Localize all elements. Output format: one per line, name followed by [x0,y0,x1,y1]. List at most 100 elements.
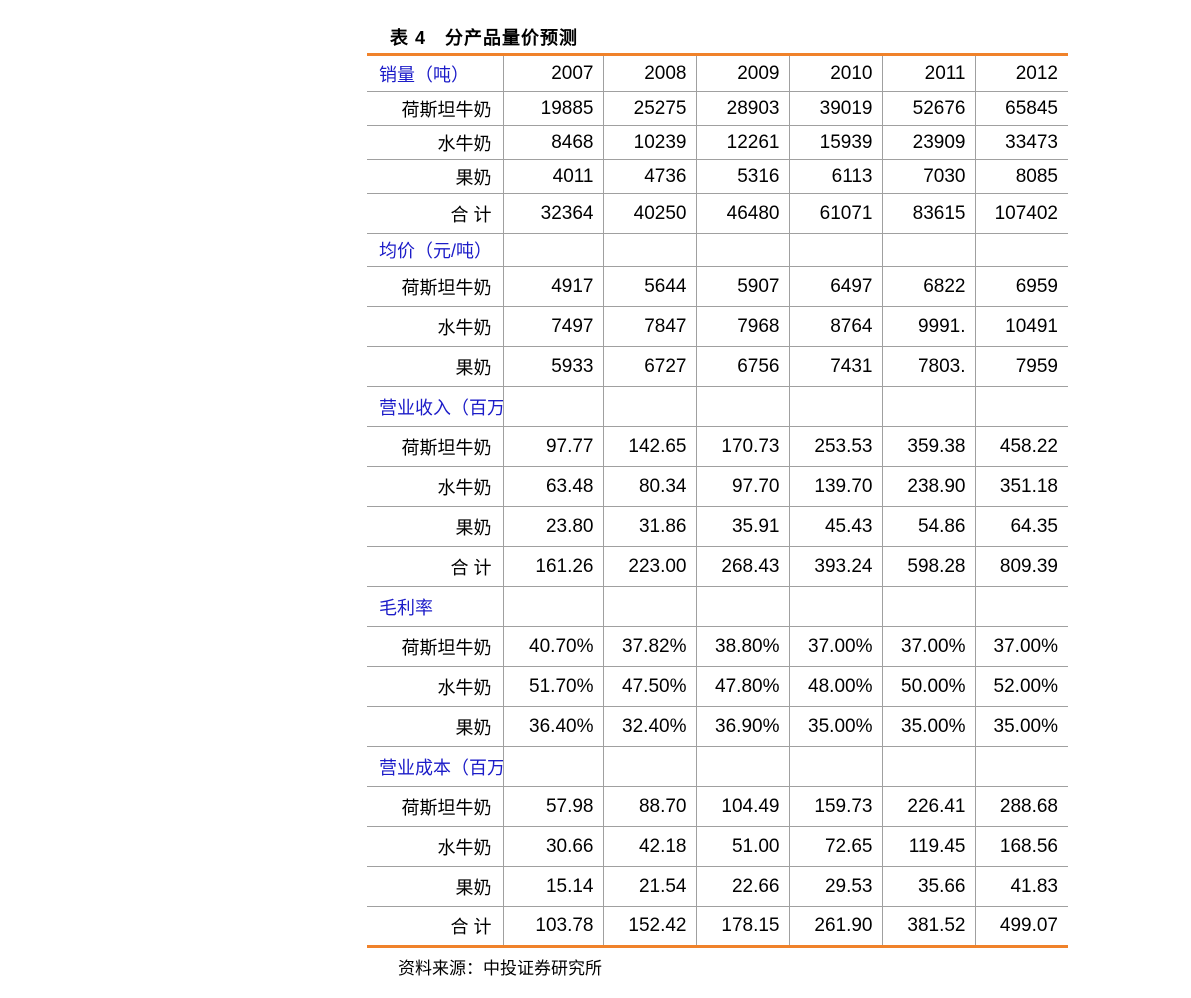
table-cell: 104.49 [695,786,790,827]
table-cell: 226.41 [881,786,976,827]
table-cell: 25275 [602,91,697,126]
table-cell: 28903 [695,91,790,126]
table-cell: 40.70% [502,626,604,667]
table-cell: 水牛奶 [367,826,504,867]
table-cell: 33473 [974,125,1068,160]
table-cell: 19885 [502,91,604,126]
data-row: 果奶 15.14 21.54 22.66 29.53 35.66 41.83 [367,866,1068,907]
table-cell: 35.91 [695,506,790,547]
table-cell: 61071 [788,193,883,234]
table-cell: 2012 [974,54,1068,92]
table-cell [502,586,604,627]
data-table: 销量（吨） 2007 2008 2009 2010 2011 2012 荷斯坦牛奶 19885 2… [367,53,1068,948]
table-cell [502,386,604,427]
data-row: 荷斯坦牛奶 40.70% 37.82% 38.80% 37.00% 37.00% 37.00… [367,626,1068,667]
table-cell: 10239 [602,125,697,160]
table-cell: 97.77 [502,426,604,467]
table-cell: 47.80% [695,666,790,707]
data-row: 水牛奶 7497 7847 7968 8764 9991. 10491 [367,306,1068,347]
table-cell: 83615 [881,193,976,234]
table-cell: 合 计 [367,546,504,587]
table-cell: 果奶 [367,506,504,547]
section-row: 营业成本（百万元） [367,746,1068,787]
header-row: 销量（吨） 2007 2008 2009 2010 2011 2012 [367,54,1068,92]
table-cell: 果奶 [367,159,504,194]
table-cell: 29.53 [788,866,883,907]
table-cell: 65845 [974,91,1068,126]
table-cell: 6727 [602,346,697,387]
table-cell: 261.90 [788,906,883,947]
table-cell: 8085 [974,159,1068,194]
table-cell: 22.66 [695,866,790,907]
table-cell: 15939 [788,125,883,160]
table-cell: 37.00% [974,626,1068,667]
table-cell: 营业成本（百万元） [367,746,504,787]
table-cell: 10491 [974,306,1068,347]
data-row: 荷斯坦牛奶 57.98 88.70 104.49 159.73 226.41 288.68 [367,786,1068,827]
table-cell: 6756 [695,346,790,387]
table-cell: 142.65 [602,426,697,467]
table-cell: 毛利率 [367,586,504,627]
table-cell: 4917 [502,266,604,307]
table-cell: 营业收入（百万元） [367,386,504,427]
table-cell: 7431 [788,346,883,387]
table-cell: 32364 [502,193,604,234]
table-cell: 57.98 [502,786,604,827]
table-cell: 178.15 [695,906,790,947]
table-cell: 水牛奶 [367,125,504,160]
table-cell [602,386,697,427]
table-cell: 288.68 [974,786,1068,827]
table-cell: 合 计 [367,906,504,947]
table-cell: 均价（元/吨） [367,233,504,267]
table-cell: 水牛奶 [367,306,504,347]
data-row: 水牛奶 8468 10239 12261 15939 23909 33473 [367,125,1068,160]
table-cell: 水牛奶 [367,666,504,707]
table-cell: 荷斯坦牛奶 [367,626,504,667]
table-cell: 4011 [502,159,604,194]
data-row: 荷斯坦牛奶 4917 5644 5907 6497 6822 6959 [367,266,1068,307]
data-row: 合 计 32364 40250 46480 61071 83615 107402 [367,193,1068,234]
table-cell: 6113 [788,159,883,194]
table-cell: 7497 [502,306,604,347]
table-cell: 5644 [602,266,697,307]
table-cell: 2010 [788,54,883,92]
table-cell: 54.86 [881,506,976,547]
table-cell: 63.48 [502,466,604,507]
table-cell [695,386,790,427]
table-cell: 合 计 [367,193,504,234]
table-cell [881,746,976,787]
table-cell: 5907 [695,266,790,307]
table-cell: 7959 [974,346,1068,387]
table-cell: 223.00 [602,546,697,587]
data-row: 合 计 161.26 223.00 268.43 393.24 598.28 809.39 [367,546,1068,587]
table-cell: 35.00% [974,706,1068,747]
data-row: 果奶 4011 4736 5316 6113 7030 8085 [367,159,1068,194]
table-cell: 果奶 [367,866,504,907]
table-cell: 50.00% [881,666,976,707]
table-cell: 41.83 [974,866,1068,907]
table-cell: 161.26 [502,546,604,587]
table-cell: 88.70 [602,786,697,827]
table-cell: 37.00% [881,626,976,667]
table-cell [881,386,976,427]
section-row: 均价（元/吨） [367,233,1068,267]
table-cell: 35.66 [881,866,976,907]
table-cell [602,746,697,787]
table-cell: 51.00 [695,826,790,867]
table-cell: 2007 [502,54,604,92]
table-cell: 38.80% [695,626,790,667]
table-cell: 52.00% [974,666,1068,707]
table-cell [974,233,1068,267]
table-cell: 35.00% [788,706,883,747]
table-cell [788,233,883,267]
table-cell: 170.73 [695,426,790,467]
table-cell: 2011 [881,54,976,92]
table-cell [602,586,697,627]
table-cell: 119.45 [881,826,976,867]
table-cell: 果奶 [367,706,504,747]
table-cell: 荷斯坦牛奶 [367,426,504,467]
table-cell: 6959 [974,266,1068,307]
table-cell: 139.70 [788,466,883,507]
table-cell: 64.35 [974,506,1068,547]
